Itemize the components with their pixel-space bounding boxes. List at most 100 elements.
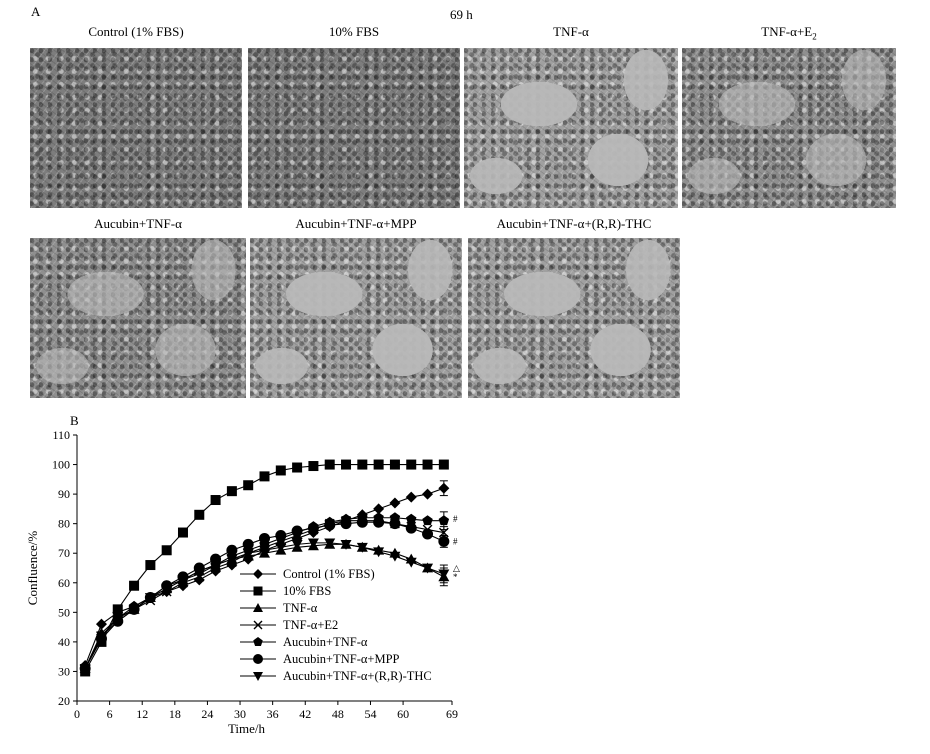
- marker-square: [292, 462, 303, 473]
- legend-label: TNF-α: [283, 601, 318, 615]
- legend-label: Control (1% FBS): [283, 567, 375, 581]
- marker-square: [194, 509, 205, 520]
- marker-square: [275, 465, 286, 476]
- legend-item: Aucubin+TNF-α: [240, 635, 368, 649]
- marker-square: [422, 459, 433, 470]
- y-tick-label: 60: [58, 576, 70, 590]
- marker-circle: [324, 519, 336, 531]
- legend-item: Control (1% FBS): [240, 567, 375, 581]
- y-tick-label: 70: [58, 546, 70, 560]
- legend-item: TNF-α+E2: [240, 618, 338, 632]
- significance-mark: *: [453, 572, 458, 582]
- series-line: [84, 487, 445, 666]
- marker-circle: [242, 538, 254, 550]
- marker-diamond: [253, 569, 263, 579]
- legend-label: 10% FBS: [283, 584, 331, 598]
- micrograph-10fbs: [248, 48, 460, 208]
- marker-circle: [275, 529, 287, 541]
- x-tick-label: 54: [364, 707, 376, 721]
- marker-square: [389, 459, 400, 470]
- marker-triangle-down: [422, 563, 434, 574]
- marker-pentagon: [406, 513, 417, 524]
- marker-square: [357, 459, 368, 470]
- panel-a-letter: A: [31, 4, 41, 19]
- micrograph-tnf: [464, 48, 678, 208]
- marker-square: [129, 580, 140, 591]
- marker-square: [161, 545, 172, 556]
- marker-circle: [422, 528, 434, 540]
- legend-label: Aucubin+TNF-α: [283, 635, 368, 649]
- marker-triangle-down: [307, 538, 319, 549]
- marker-square: [112, 604, 123, 615]
- marker-pentagon: [253, 637, 263, 647]
- marker-x-stroke: [253, 620, 263, 630]
- series-6: [79, 538, 450, 674]
- confluence-chart: B 20 30 40 50 60 70 80 90 100 110 0 6 12 18 24 30 36 42 48…: [25, 413, 460, 736]
- series-1: [80, 459, 449, 677]
- marker-triangle-down: [275, 542, 287, 553]
- image-label-tnf-e2: TNF-α+E2: [682, 24, 896, 42]
- marker-square: [177, 527, 188, 538]
- marker-square: [373, 459, 384, 470]
- marker-circle: [291, 525, 303, 537]
- image-label-tnf-e2-text: TNF-α+E: [761, 24, 813, 39]
- series-5: [79, 516, 450, 674]
- micrograph-aucubin-tnf-mpp: [250, 238, 462, 398]
- panel-b-letter: B: [70, 413, 79, 428]
- marker-square: [210, 495, 221, 506]
- significance-mark: △: [453, 563, 460, 573]
- marker-circle: [356, 516, 368, 528]
- micrograph-aucubin-tnf: [30, 238, 246, 398]
- panel-a-timepoint: 69 h: [450, 7, 473, 22]
- x-tick-label: 12: [136, 707, 148, 721]
- marker-triangle: [253, 603, 263, 612]
- marker-triangle-down: [324, 538, 336, 549]
- image-label-aucubin-tnf: Aucubin+TNF-α: [94, 216, 182, 231]
- marker-square: [438, 459, 449, 470]
- x-tick-label: 18: [169, 707, 181, 721]
- marker-triangle-down: [95, 631, 107, 642]
- significance-mark: #: [453, 514, 458, 524]
- marker-triangle-down: [210, 560, 222, 571]
- x-tick-label: 0: [74, 707, 80, 721]
- marker-square: [243, 480, 254, 491]
- y-tick-label: 30: [58, 664, 70, 678]
- x-tick-label: 69: [446, 707, 458, 721]
- marker-square: [253, 586, 263, 596]
- series-line: [84, 464, 444, 672]
- marker-diamond: [422, 488, 434, 500]
- marker-triangle-down: [112, 616, 124, 627]
- y-tick-label: 100: [52, 458, 70, 472]
- marker-square: [324, 459, 335, 470]
- image-label-tnf-e2-subscript: 2: [812, 31, 817, 42]
- y-axis-label: Confluence/%: [25, 531, 40, 606]
- marker-x: [253, 620, 263, 630]
- legend-item: 10% FBS: [240, 584, 331, 598]
- y-tick-label: 20: [58, 694, 70, 708]
- marker-square: [259, 471, 270, 482]
- marker-triangle-down: [253, 672, 263, 681]
- marker-triangle-down: [259, 545, 270, 556]
- micrograph-aucubin-tnf-thc: [468, 238, 680, 398]
- x-axis-label: Time/h: [228, 721, 266, 736]
- legend-label: Aucubin+TNF-α+(R,R)-THC: [283, 669, 432, 683]
- marker-circle: [389, 518, 401, 530]
- marker-triangle-down: [373, 547, 385, 558]
- x-tick-label: 6: [107, 707, 113, 721]
- y-tick-label: 110: [52, 428, 70, 442]
- marker-diamond: [389, 497, 401, 509]
- x-tick-label: 30: [234, 707, 246, 721]
- marker-diamond: [193, 574, 205, 586]
- y-tick-label: 50: [58, 605, 70, 619]
- marker-circle: [340, 518, 352, 530]
- marker-circle: [226, 544, 238, 556]
- marker-diamond: [373, 503, 385, 515]
- x-tick-label: 42: [299, 707, 311, 721]
- x-tick-label: 60: [397, 707, 409, 721]
- marker-circle: [373, 516, 385, 528]
- legend-label: Aucubin+TNF-α+MPP: [283, 652, 400, 666]
- marker-circle: [259, 532, 270, 544]
- marker-triangle-down: [242, 548, 254, 559]
- legend-item: Aucubin+TNF-α+(R,R)-THC: [240, 669, 432, 683]
- legend-item: Aucubin+TNF-α+MPP: [240, 652, 400, 666]
